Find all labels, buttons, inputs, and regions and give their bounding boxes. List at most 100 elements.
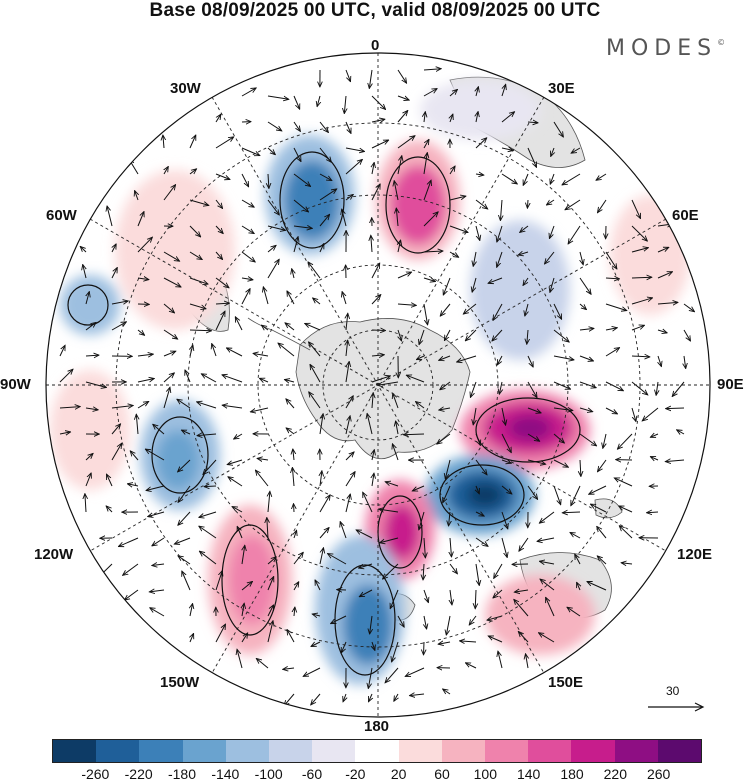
- colorbar-swatch: [441, 740, 486, 762]
- wind-vector: [631, 277, 652, 278]
- wind-vector: [257, 458, 269, 460]
- wind-vector: [657, 330, 667, 333]
- wind-vector: [571, 485, 581, 506]
- wind-vector: [267, 577, 274, 591]
- wind-vector: [440, 381, 451, 390]
- wind-vector: [580, 251, 583, 265]
- wind-vector: [657, 302, 678, 304]
- wind-vector: [111, 406, 133, 409]
- lon-label-120e: 120E: [677, 546, 713, 563]
- wind-vector: [136, 414, 138, 435]
- wind-vector: [494, 563, 503, 578]
- wind-vector: [189, 330, 212, 331]
- wind-vector: [379, 509, 399, 512]
- wind-vector: [403, 434, 425, 435]
- wind-vector: [423, 139, 429, 149]
- colorbar-swatch: [225, 740, 270, 762]
- wind-vector: [261, 325, 269, 330]
- colorbar-swatch: [96, 740, 140, 762]
- wind-vector: [85, 494, 86, 513]
- colorbar-swatch: [657, 740, 702, 762]
- wind-vector: [597, 556, 607, 565]
- wind-vector: [308, 262, 321, 279]
- wind-vector: [163, 185, 176, 201]
- wind-vector: [150, 608, 165, 617]
- wind-vector: [470, 381, 477, 397]
- wind-vector: [181, 430, 191, 434]
- wind-vector: [520, 225, 529, 232]
- wind-vector: [439, 408, 451, 410]
- wind-vector: [111, 268, 117, 279]
- wind-vector: [488, 277, 503, 283]
- wind-vector: [106, 506, 113, 513]
- wind-vector: [372, 450, 374, 461]
- wind-vector: [449, 511, 451, 526]
- wind-vector: [345, 69, 351, 82]
- wind-vector: [449, 225, 468, 233]
- wind-vector: [444, 329, 451, 341]
- wind-vector: [178, 459, 191, 472]
- wind-vector: [178, 511, 191, 525]
- wind-vector: [603, 433, 606, 448]
- wind-vector: [118, 537, 139, 547]
- wind-vector: [406, 375, 425, 383]
- wind-vector: [475, 589, 476, 609]
- anomaly-field: [50, 80, 690, 685]
- wind-vector: [396, 208, 398, 227]
- wind-vector: [621, 563, 633, 564]
- wind-vector: [657, 272, 673, 279]
- wind-vector: [589, 485, 607, 494]
- wind-vector: [539, 561, 555, 564]
- wind-vector: [553, 485, 561, 505]
- wind-vector: [199, 526, 217, 539]
- wind-vector: [163, 135, 164, 149]
- wind-vector: [345, 416, 350, 435]
- wind-vector: [631, 381, 648, 395]
- wind-vector: [568, 225, 581, 244]
- wind-vector: [163, 303, 175, 313]
- wind-vector: [383, 563, 399, 579]
- wind-vector: [551, 147, 554, 157]
- wind-vector: [367, 413, 373, 435]
- wind-vector: [405, 667, 425, 677]
- wind-vector: [647, 512, 659, 513]
- wind-vector: [124, 589, 139, 600]
- wind-vector: [242, 545, 245, 565]
- wind-vector: [527, 199, 528, 208]
- colorbar-ticks: -260 -220 -180 -140 -100 -60 -20 20 60 100 140 180 2…: [0, 766, 750, 783]
- wind-vector: [107, 206, 113, 227]
- wind-vector: [571, 147, 581, 153]
- antarctic-peninsula: [247, 317, 311, 351]
- wind-vector: [450, 537, 452, 557]
- wind-vector: [59, 407, 80, 408]
- wind-vector: [397, 615, 404, 627]
- wind-vector: [215, 251, 223, 260]
- wind-vector: [423, 153, 427, 175]
- lon-label-90e: 90E: [717, 376, 744, 393]
- wind-vector: [437, 433, 451, 444]
- wind-vector: [237, 649, 243, 669]
- wind-vector: [423, 563, 424, 580]
- wind-vector: [553, 355, 574, 360]
- colorbar-swatch: [485, 740, 529, 762]
- wind-vector: [577, 582, 580, 591]
- wind-vector: [501, 537, 507, 558]
- wind-vector: [199, 511, 217, 517]
- wind-vector: [182, 571, 191, 591]
- colorbar-swatch: [614, 740, 658, 762]
- wind-vector: [562, 512, 581, 513]
- wind-vector: [215, 311, 225, 331]
- colorbar-tick-label: -220: [124, 766, 153, 782]
- wind-vector: [303, 667, 321, 676]
- wind-vector: [228, 477, 243, 487]
- wind-vector: [127, 484, 139, 486]
- wind-vector: [152, 564, 165, 566]
- wind-vector: [631, 225, 647, 241]
- wind-vector: [372, 162, 374, 175]
- wind-vector: [469, 615, 477, 625]
- colorbar-tick-label: -260: [81, 766, 110, 782]
- wind-vector: [283, 668, 295, 669]
- wind-vector: [525, 303, 528, 316]
- wind-vector: [598, 459, 607, 472]
- wind-vector: [145, 449, 165, 461]
